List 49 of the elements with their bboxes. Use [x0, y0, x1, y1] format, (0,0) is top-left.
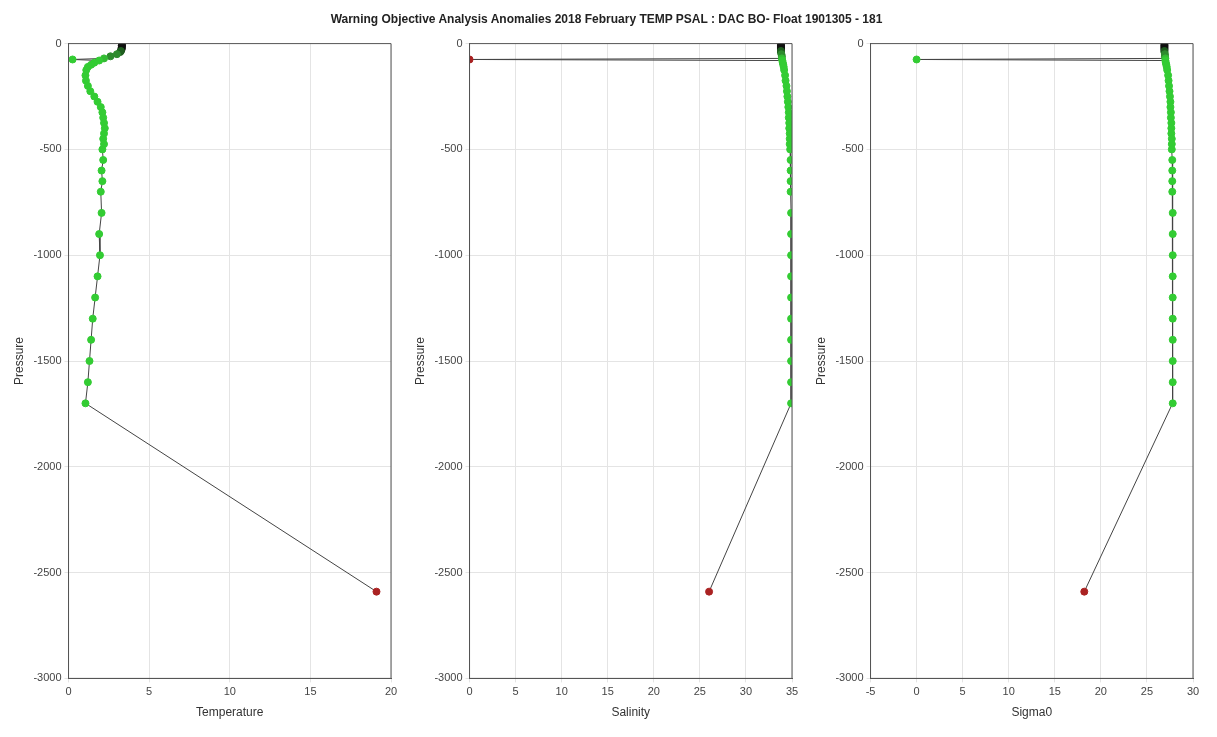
x-tick-label: 25: [1140, 685, 1154, 698]
y-tick-label: -2500: [33, 565, 62, 578]
x-tick-label: 0: [65, 685, 72, 698]
x-tick-label: 20: [647, 685, 660, 698]
x-tick-label: 15: [1048, 685, 1061, 698]
x-axis-title: Temperature: [196, 705, 264, 720]
y-tick-label: -2500: [434, 565, 463, 578]
x-tick-label: 25: [693, 685, 706, 698]
x-tick-label: 10: [555, 685, 568, 698]
y-axis-title: Pressure: [813, 336, 828, 386]
y-axis-title: Pressure: [11, 336, 26, 386]
y-tick-label: -2000: [33, 459, 62, 472]
x-tick-label: 20: [384, 685, 398, 698]
y-tick-label: -1500: [434, 354, 463, 367]
y-axis-title: Pressure: [412, 336, 427, 386]
y-tick-label: -2500: [835, 565, 864, 578]
y-tick-label: -1000: [33, 248, 62, 261]
y-tick-label: 0: [456, 36, 463, 49]
x-tick-label: 10: [223, 685, 236, 698]
y-tick-label: -1500: [835, 354, 864, 367]
y-tick-label: -3000: [434, 671, 463, 684]
x-tick-label: 5: [512, 685, 519, 698]
x-axis-title: Salinity: [611, 705, 651, 720]
x-tick-label: 20: [1094, 685, 1107, 698]
y-tick-label: 0: [55, 36, 62, 49]
y-tick-label: -3000: [33, 671, 62, 684]
y-tick-label: -1500: [33, 354, 62, 367]
chart-title: Warning Objective Analysis Anomalies 2018 February TEMP PSAL : DAC BO- Float 1901305 - 181: [329, 12, 884, 26]
y-tick-label: -1000: [434, 248, 463, 261]
y-tick-label: -500: [841, 142, 864, 155]
x-tick-label: 30: [739, 685, 753, 698]
x-tick-label: 0: [913, 685, 920, 698]
y-tick-label: -3000: [835, 671, 864, 684]
x-tick-label: 15: [304, 685, 317, 698]
x-tick-label: 30: [1186, 685, 1200, 698]
x-tick-label: -5: [865, 685, 876, 698]
x-tick-label: 35: [785, 685, 799, 698]
y-tick-label: -2000: [835, 459, 864, 472]
y-tick-label: -1000: [835, 248, 864, 261]
x-axis-title: Sigma0: [1011, 705, 1053, 720]
y-tick-label: 0: [857, 36, 864, 49]
x-tick-label: 0: [466, 685, 473, 698]
y-tick-label: -500: [39, 142, 62, 155]
x-tick-label: 5: [959, 685, 966, 698]
y-tick-label: -2000: [434, 459, 463, 472]
y-tick-label: -500: [440, 142, 463, 155]
x-tick-label: 5: [146, 685, 153, 698]
x-tick-label: 10: [1002, 685, 1015, 698]
x-tick-label: 15: [601, 685, 614, 698]
